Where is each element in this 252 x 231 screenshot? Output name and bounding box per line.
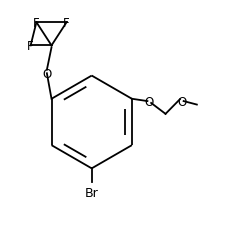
Text: Br: Br	[84, 186, 98, 199]
Text: F: F	[33, 17, 40, 30]
Text: F: F	[27, 40, 34, 53]
Text: F: F	[63, 17, 70, 30]
Text: O: O	[176, 95, 186, 108]
Text: O: O	[144, 95, 153, 108]
Text: O: O	[42, 67, 51, 80]
